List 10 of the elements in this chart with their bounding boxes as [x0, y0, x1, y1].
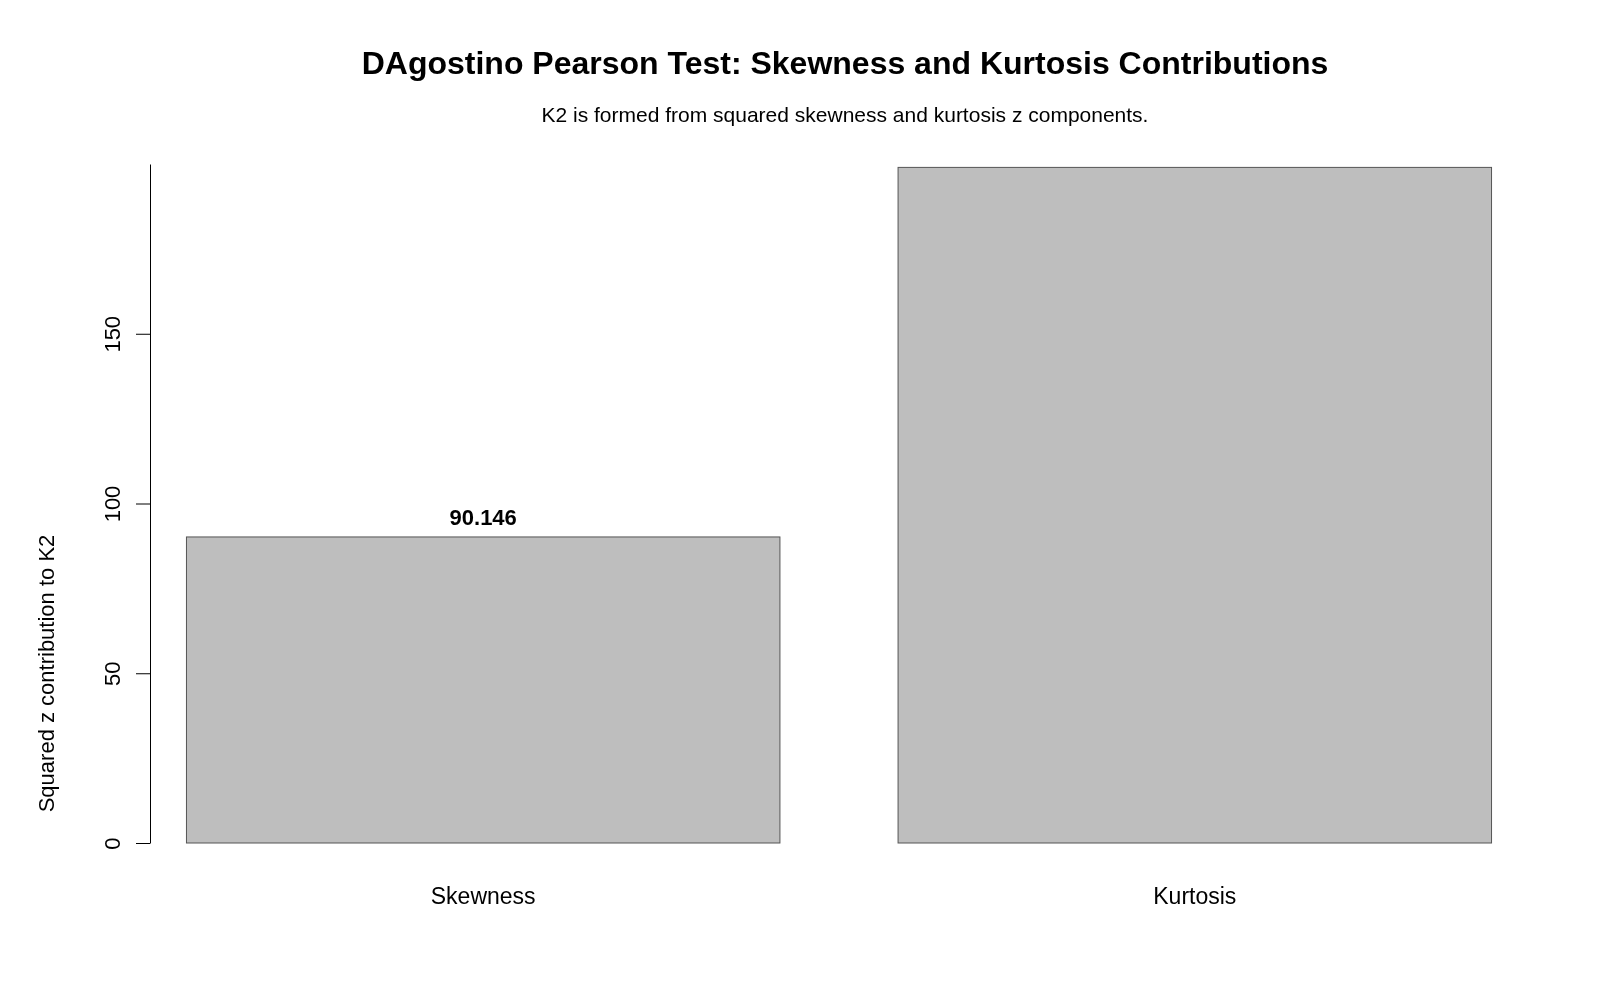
y-tick-label: 50 [100, 661, 125, 686]
y-tick-label: 100 [100, 485, 125, 523]
chart-title: DAgostino Pearson Test: Skewness and Kurtosis Contributions [361, 45, 1329, 81]
y-tick-label: 150 [100, 315, 125, 353]
x-tick-label: Kurtosis [1153, 883, 1237, 909]
chart-subtitle: K2 is formed from squared skewness and kurtosis z components. [541, 103, 1149, 126]
x-tick-label: Skewness [430, 883, 536, 909]
data-label: 90.146 [449, 504, 517, 530]
y-tick-label: 0 [100, 837, 125, 850]
y-axis-title: Squared z contribution to K2 [34, 534, 59, 813]
